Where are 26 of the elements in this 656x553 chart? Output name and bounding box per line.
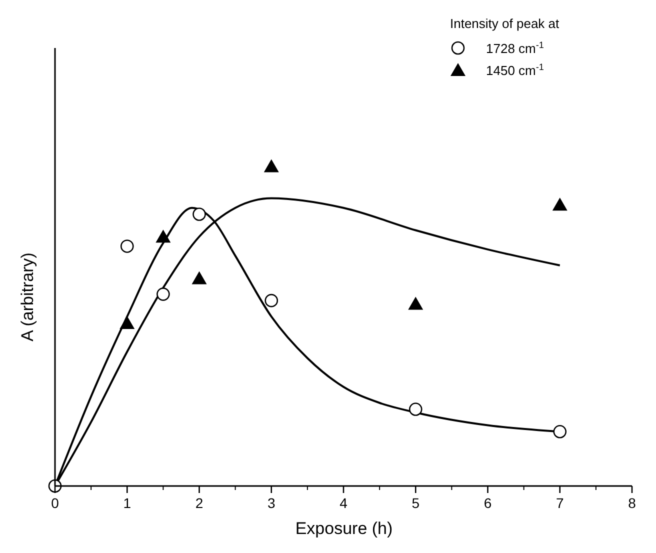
x-tick-label: 3 — [267, 495, 276, 511]
x-tick-label: 1 — [123, 495, 132, 511]
point — [552, 198, 568, 211]
x-tick-label: 7 — [556, 495, 564, 511]
legend-label: 1728 cm$^{-1}$ — [486, 40, 544, 56]
x-tick-label: 6 — [484, 495, 492, 511]
legend-label: 1450 cm$^{-1}$ — [486, 62, 544, 78]
point — [156, 288, 170, 301]
point — [264, 159, 279, 172]
point — [192, 271, 207, 284]
point — [408, 402, 422, 416]
point — [120, 316, 135, 329]
x-tick-label: 2 — [195, 495, 204, 511]
point — [408, 296, 424, 310]
point — [120, 240, 134, 253]
legend-title: Intensity of peak at — [450, 16, 560, 31]
y-axis-title: A (arbitrary) — [18, 252, 37, 342]
point — [553, 425, 567, 438]
x-tick-label: 0 — [51, 495, 60, 511]
x-tick-label: 5 — [412, 495, 420, 511]
point — [156, 230, 171, 243]
x-tick-label: 4 — [340, 495, 348, 511]
point — [264, 294, 278, 308]
x-axis-title: Exposure (h) — [295, 519, 393, 538]
point — [192, 208, 206, 221]
x-tick-label: 8 — [628, 495, 636, 511]
